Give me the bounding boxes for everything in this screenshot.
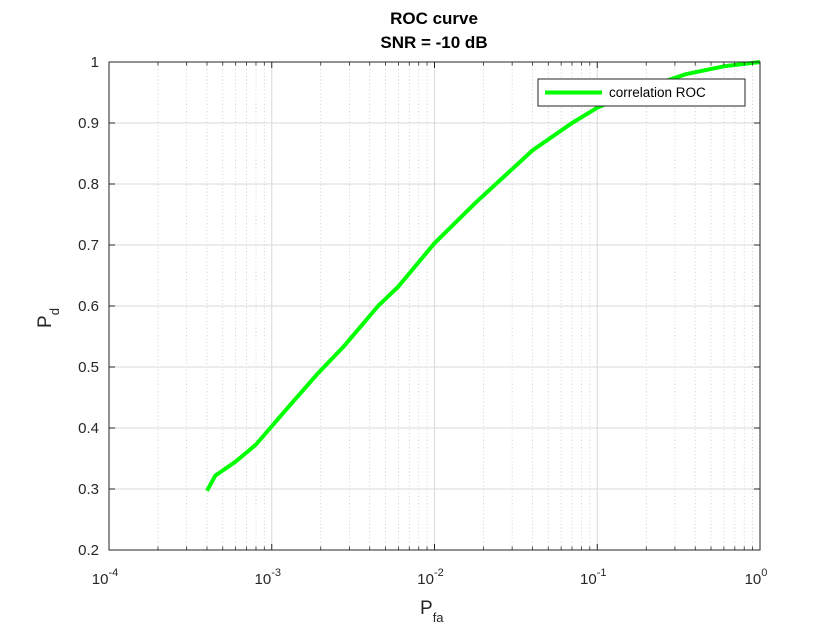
- x-tick-label: 10-1: [580, 567, 606, 588]
- x-axis-label: Pfa: [420, 598, 444, 625]
- x-tick-label: 100: [745, 567, 768, 588]
- y-tick-label: 0.7: [78, 237, 99, 254]
- x-axis-label-sub: fa: [433, 610, 445, 625]
- tick-marks: [108, 61, 761, 551]
- y-tick-label: 0.3: [78, 481, 99, 498]
- y-tick-label: 0.8: [78, 176, 99, 193]
- y-tick-label: 0.2: [78, 542, 99, 559]
- y-tick-labels: 0.2 0.3 0.4 0.5 0.6 0.7 0.8 0.9 1: [78, 54, 99, 559]
- y-tick-label: 0.6: [78, 298, 99, 315]
- y-axis-label-main: P: [35, 315, 56, 328]
- y-axis-label-sub: d: [47, 308, 62, 315]
- legend-label: correlation ROC: [609, 85, 706, 100]
- y-tick-label: 0.4: [78, 420, 99, 437]
- x-axis-label-main: P: [420, 598, 433, 619]
- chart-title-line1: ROC curve: [390, 9, 478, 28]
- chart-title-line2: SNR = -10 dB: [380, 33, 487, 52]
- y-axis-label: Pd: [35, 308, 62, 328]
- x-tick-labels: 10-4 10-3 10-2 10-1 100: [92, 567, 768, 588]
- y-tick-label: 0.9: [78, 115, 99, 132]
- y-tick-label: 0.5: [78, 359, 99, 376]
- x-tick-label: 10-3: [255, 567, 281, 588]
- legend: correlation ROC: [537, 78, 746, 107]
- x-tick-label: 10-4: [92, 567, 118, 588]
- x-tick-label: 10-2: [417, 567, 443, 588]
- y-tick-label: 1: [91, 54, 99, 71]
